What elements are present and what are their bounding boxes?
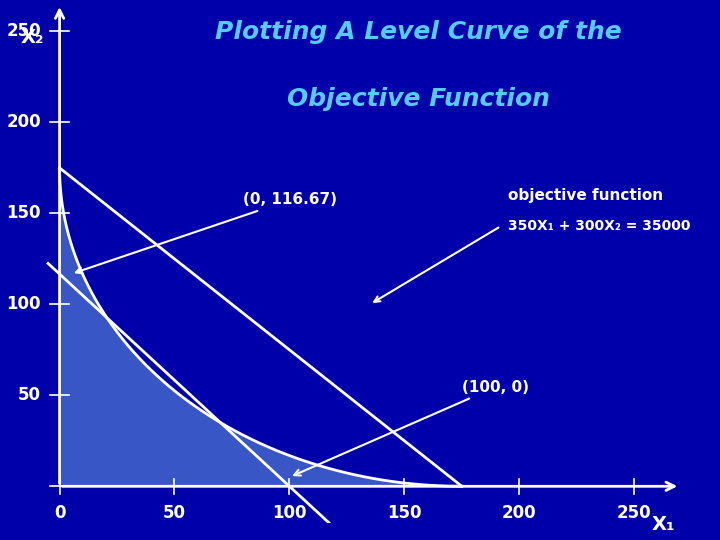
Text: 100: 100 [272,504,307,523]
Text: 200: 200 [6,113,41,131]
Text: 50: 50 [18,386,41,404]
Text: (100, 0): (100, 0) [294,380,528,476]
Text: 50: 50 [163,504,186,523]
Text: objective function: objective function [508,188,663,202]
Text: 100: 100 [6,295,41,313]
Text: 150: 150 [6,204,41,222]
Text: (0, 116.67): (0, 116.67) [76,192,338,273]
Text: X₂: X₂ [20,29,44,48]
Text: 350X₁ + 300X₂ = 35000: 350X₁ + 300X₂ = 35000 [508,219,690,233]
Text: Objective Function: Objective Function [287,87,549,111]
Text: 150: 150 [387,504,422,523]
Text: 200: 200 [502,504,536,523]
Text: X₁: X₁ [652,515,675,535]
Text: 250: 250 [617,504,652,523]
Text: 0: 0 [54,504,66,523]
Text: 250: 250 [6,23,41,40]
Polygon shape [60,168,462,487]
Text: Plotting A Level Curve of the: Plotting A Level Curve of the [215,20,621,44]
